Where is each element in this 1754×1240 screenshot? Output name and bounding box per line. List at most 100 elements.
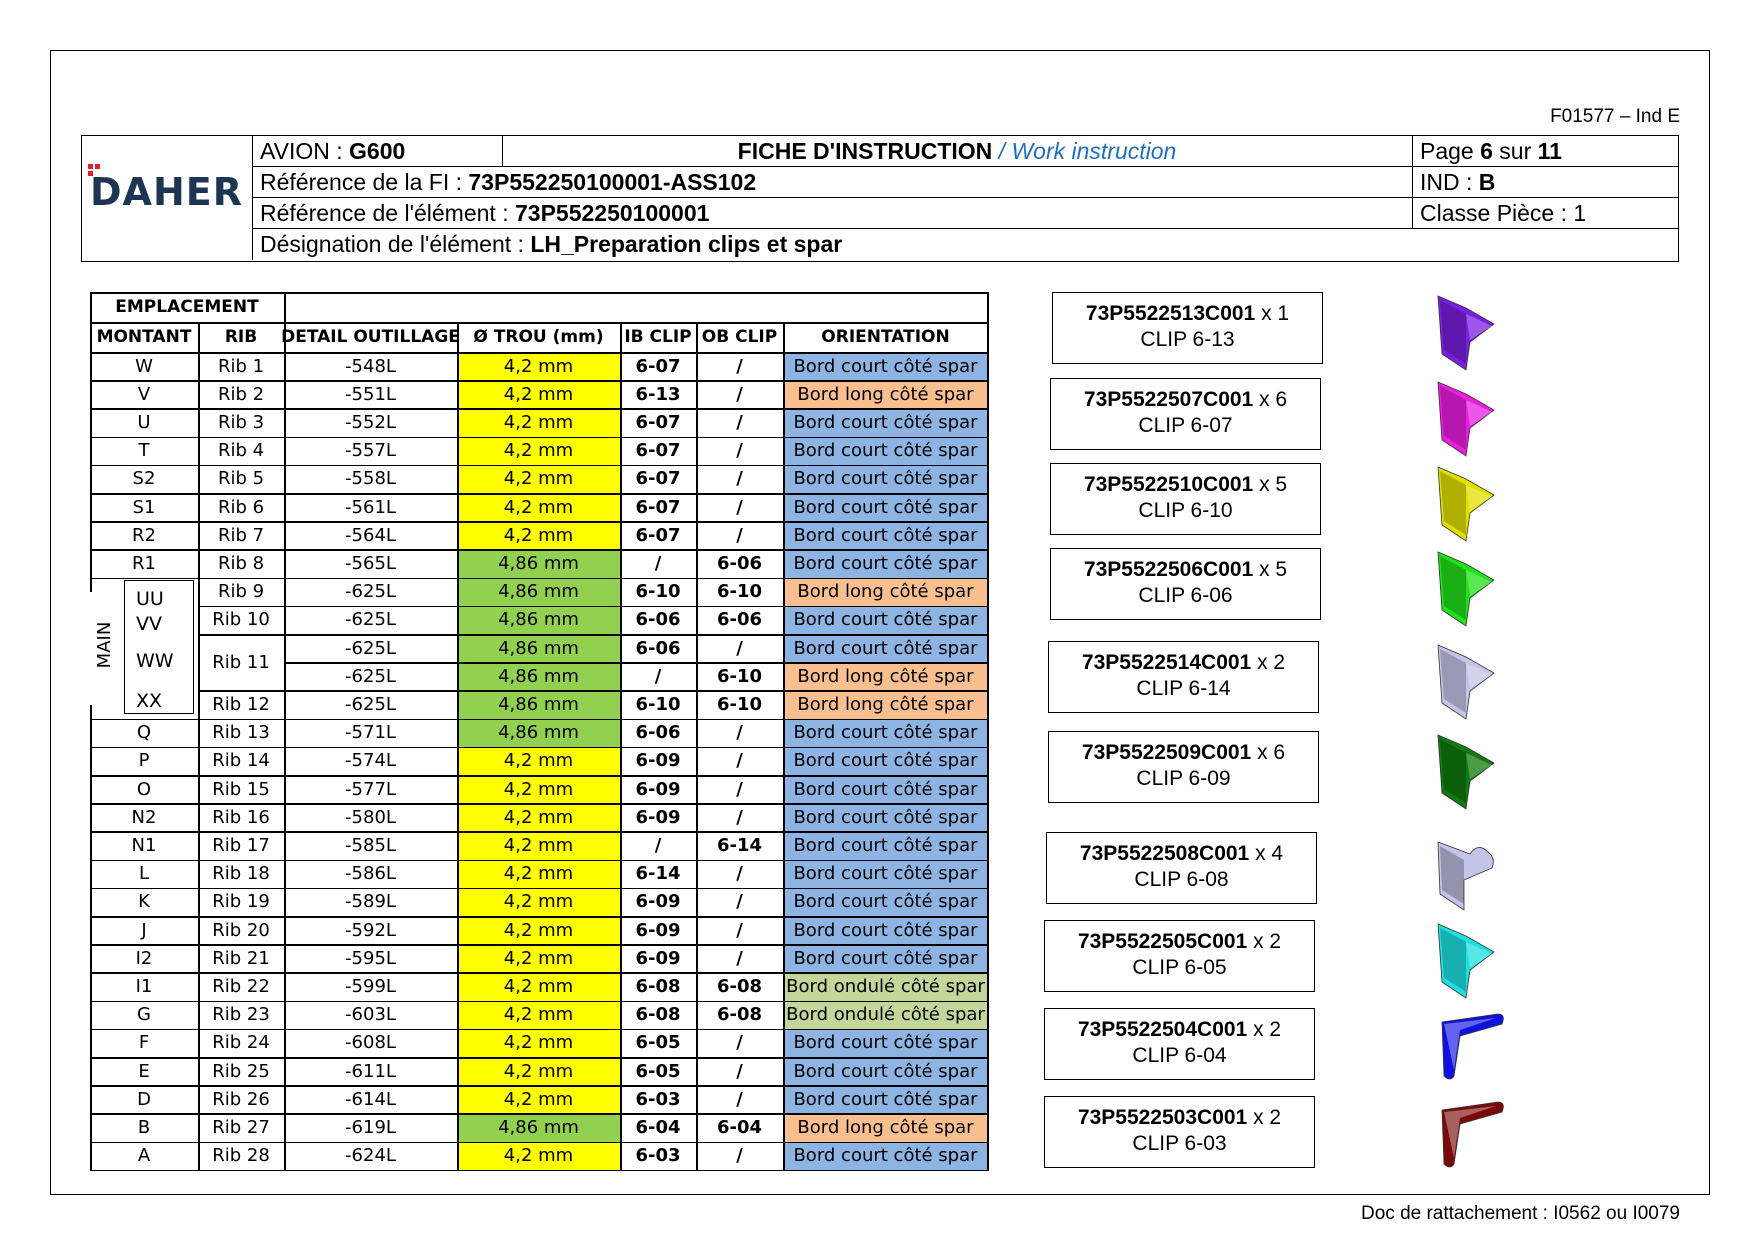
clip-part-number: 73P5522508C001: [1080, 842, 1249, 865]
table-cell: -619L: [284, 1113, 457, 1141]
table-cell: /: [620, 831, 696, 859]
table-cell: Bord long côté spar: [783, 578, 988, 606]
grid-line: [198, 322, 200, 1170]
table-cell: /: [696, 803, 783, 831]
grid-line: [198, 606, 988, 608]
table-cell: -580L: [284, 803, 457, 831]
table-cell: Rib 1: [198, 352, 284, 380]
clip-part-box: 73P5522505C001 x 2 CLIP 6-05: [1044, 920, 1315, 992]
clip-name: CLIP 6-08: [1047, 867, 1316, 893]
clip-part-number: 73P5522503C001: [1078, 1106, 1247, 1129]
table-cell: 4,2 mm: [457, 493, 620, 521]
table-cell: 6-04: [620, 1113, 696, 1141]
table-cell: 6-08: [620, 972, 696, 1000]
grid-line: [90, 944, 988, 946]
main-code: WW: [136, 650, 174, 672]
table-cell: 4,86 mm: [457, 634, 620, 662]
table-cell: Bord long côté spar: [783, 380, 988, 408]
table-cell: Bord court côté spar: [783, 1057, 988, 1085]
grid-line: [90, 465, 988, 467]
table-cell: 4,2 mm: [457, 831, 620, 859]
table-cell: 6-09: [620, 803, 696, 831]
grid-line: [284, 292, 286, 1170]
clip-603-icon: [1420, 1088, 1510, 1178]
column-header: IB CLIP: [620, 322, 696, 352]
clip-part-box: 73P5522513C001 x 1 CLIP 6-13: [1052, 292, 1323, 364]
table-cell: -585L: [284, 831, 457, 859]
table-cell: 4,2 mm: [457, 408, 620, 436]
table-cell: 6-09: [620, 888, 696, 916]
table-cell: 6-08: [696, 1001, 783, 1029]
table-cell: -571L: [284, 719, 457, 747]
table-cell: /: [696, 888, 783, 916]
clip-quantity: x 2: [1247, 1018, 1281, 1041]
table-cell: 4,86 mm: [457, 662, 620, 690]
avion-field: AVION : G600: [260, 136, 500, 167]
table-cell: L: [90, 860, 198, 888]
table-cell: Bord court côté spar: [783, 521, 988, 549]
clip-quantity: x 4: [1249, 842, 1283, 865]
grid-line: [90, 888, 988, 890]
table-cell: Rib 12: [198, 690, 284, 718]
table-cell: D: [90, 1085, 198, 1113]
clip-part-box: 73P5522510C001 x 5 CLIP 6-10: [1050, 463, 1321, 535]
clip-613-icon: [1420, 284, 1510, 374]
table-cell: 4,2 mm: [457, 972, 620, 1000]
table-cell: -551L: [284, 380, 457, 408]
clip-part-number: 73P5522505C001: [1078, 930, 1247, 953]
table-cell: 4,2 mm: [457, 1085, 620, 1113]
table-cell: Rib 15: [198, 775, 284, 803]
table-cell: -611L: [284, 1057, 457, 1085]
table-cell: -561L: [284, 493, 457, 521]
column-header: MONTANT: [90, 322, 198, 352]
table-cell: R1: [90, 549, 198, 577]
column-header: RIB: [198, 322, 284, 352]
table-cell: 4,2 mm: [457, 944, 620, 972]
table-cell: Rib 9: [198, 578, 284, 606]
clip-part-number: 73P5522506C001: [1084, 558, 1253, 581]
table-cell: 6-09: [620, 775, 696, 803]
grid-line: [783, 322, 785, 1170]
table-cell: 6-03: [620, 1085, 696, 1113]
grid-line: [90, 549, 988, 551]
table-cell: Rib 28: [198, 1142, 284, 1170]
clip-607-icon: [1420, 370, 1510, 460]
clip-604-icon: [1420, 1000, 1510, 1090]
grid-line: [90, 705, 92, 719]
clip-part-box: 73P5522504C001 x 2 CLIP 6-04: [1044, 1008, 1315, 1080]
table-cell: /: [696, 352, 783, 380]
table-cell: Bord court côté spar: [783, 465, 988, 493]
table-cell: 6-10: [620, 578, 696, 606]
index-field: IND : B: [1420, 167, 1670, 198]
clip-quantity: x 6: [1251, 741, 1285, 764]
table-cell: 4,86 mm: [457, 606, 620, 634]
table-cell: -603L: [284, 1001, 457, 1029]
table-cell: F: [90, 1029, 198, 1057]
clip-quantity: x 1: [1255, 302, 1289, 325]
grid-line: [457, 322, 459, 1170]
table-cell: 6-09: [620, 944, 696, 972]
table-cell: 4,2 mm: [457, 803, 620, 831]
clip-part-number: 73P5522507C001: [1084, 388, 1253, 411]
table-cell: Rib 8: [198, 549, 284, 577]
table-cell: S1: [90, 493, 198, 521]
grid-line: [90, 437, 988, 439]
grid-line: [90, 578, 988, 580]
table-cell: N1: [90, 831, 198, 859]
grid-line: [90, 972, 988, 974]
daher-logo: DAHER: [90, 170, 243, 214]
table-cell: /: [696, 634, 783, 662]
table-cell: Bord court côté spar: [783, 549, 988, 577]
table-cell: S2: [90, 465, 198, 493]
table-cell: N2: [90, 803, 198, 831]
table-cell: 4,2 mm: [457, 1142, 620, 1170]
table-cell: E: [90, 1057, 198, 1085]
table-cell: 6-10: [696, 578, 783, 606]
grid-line: [198, 634, 988, 636]
table-cell: /: [620, 549, 696, 577]
table-cell: Bord court côté spar: [783, 719, 988, 747]
table-cell: 4,86 mm: [457, 690, 620, 718]
table-cell: Rib 17: [198, 831, 284, 859]
clip-quantity: x 5: [1253, 473, 1287, 496]
clip-quantity: x 2: [1251, 651, 1285, 674]
